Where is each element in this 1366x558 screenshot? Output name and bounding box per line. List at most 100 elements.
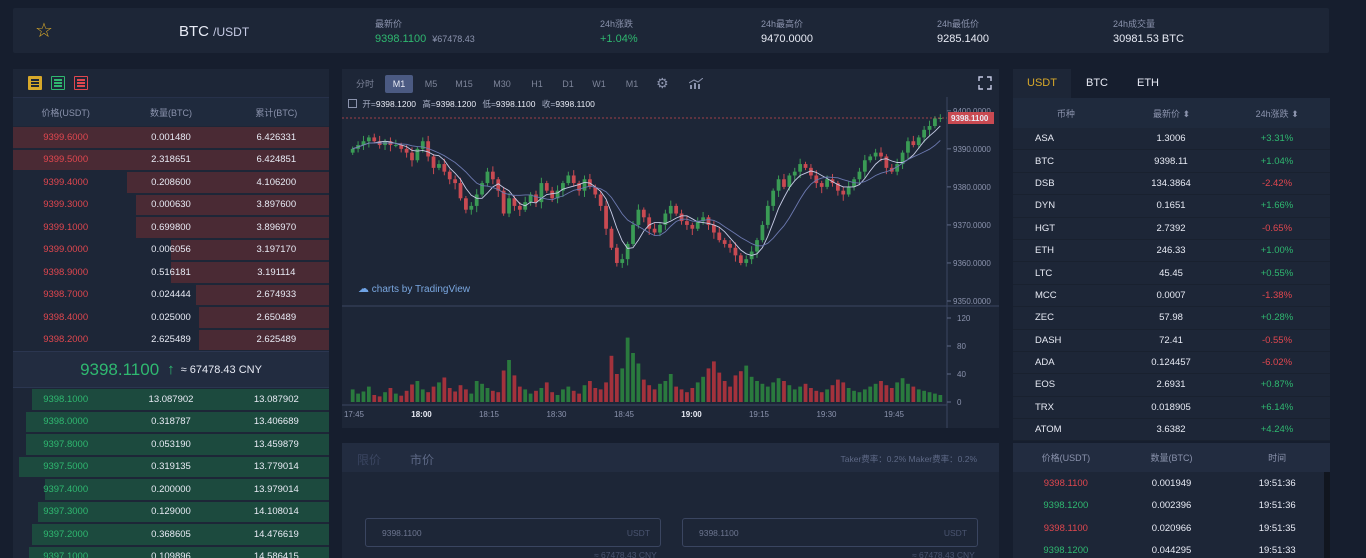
volume-tick-label: 120	[957, 314, 971, 323]
bid-row[interactable]: 9397.1000 0.109896 14.586415	[13, 546, 329, 558]
market-row[interactable]: BTC 9398.11 +1.04%	[1013, 150, 1330, 173]
favorite-star-icon[interactable]: ☆	[35, 20, 53, 42]
time-tick-label: 19:45	[884, 410, 905, 419]
timeframe-7[interactable]: W1	[592, 79, 606, 89]
bid-row[interactable]: 9397.4000 0.200000 13.979014	[13, 478, 329, 501]
candle	[501, 186, 506, 216]
candle	[523, 196, 528, 212]
market-symbol: DASH	[1035, 334, 1062, 346]
market-row[interactable]: HGT 2.7392 -0.65%	[1013, 218, 1330, 240]
sell-price-input[interactable]: 9398.1100 USDT	[682, 518, 978, 547]
candle	[825, 175, 829, 190]
buy-price-input[interactable]: 9398.1100 USDT	[365, 518, 661, 547]
market-row[interactable]: LTC 45.45 +0.55%	[1013, 262, 1330, 285]
tab-limit[interactable]: 限价	[357, 453, 382, 467]
timeframe-4[interactable]: M30	[493, 79, 511, 89]
depth-bar	[25, 434, 329, 455]
ask-row[interactable]: 9398.2000 2.625489 2.625489	[13, 329, 329, 352]
ask-row[interactable]: 9399.1000 0.699800 3.896970	[13, 216, 329, 239]
timeframe-6[interactable]: D1	[562, 79, 574, 89]
tab-btc[interactable]: BTC	[1086, 77, 1108, 89]
timeframe-bar: 分时 M1 M5 M15 M30 H1 D1 W1 M1	[342, 69, 999, 97]
market-row[interactable]: ASA 1.3006 +3.31%	[1013, 128, 1330, 151]
book-both-view-icon[interactable]	[28, 76, 42, 90]
ask-row[interactable]: 9399.3000 0.000630 3.897600	[13, 194, 329, 217]
market-row[interactable]: DYN 0.1651 +1.66%	[1013, 195, 1330, 218]
timeframe-1[interactable]: M1	[385, 75, 413, 93]
candle	[809, 164, 813, 180]
tab-market[interactable]: 市价	[410, 453, 435, 467]
candle-body	[765, 205, 770, 225]
market-row[interactable]: EOS 2.6931 +0.87%	[1013, 374, 1330, 397]
book-bids-view-icon[interactable]	[51, 76, 65, 90]
sort-by-price[interactable]: 最新价 ⬍	[1152, 108, 1191, 119]
tradingview-watermark[interactable]: ☁ charts by TradingView	[358, 283, 470, 295]
sort-by-change[interactable]: 24h涨跌 ⬍	[1255, 108, 1299, 119]
ask-row[interactable]: 9398.9000 0.516181 3.191114	[13, 261, 329, 284]
market-row[interactable]: DSB 134.3864 -2.42%	[1013, 173, 1330, 196]
market-row[interactable]: ADA 0.124457 -6.02%	[1013, 352, 1330, 375]
price-tick-label: 9380.0000	[953, 183, 991, 192]
candle-body	[404, 148, 409, 153]
indicators-icon[interactable]	[688, 77, 704, 95]
candle-body	[916, 137, 921, 146]
ask-row[interactable]: 9399.0000 0.006056 3.197170	[13, 239, 329, 262]
candle	[474, 189, 479, 213]
bid-row[interactable]: 9398.1000 13.087902 13.087902	[13, 388, 329, 411]
bid-row[interactable]: 9397.2000 0.368605 14.476619	[13, 523, 329, 546]
volume-bar	[464, 389, 468, 402]
ask-total: 4.106200	[256, 176, 297, 188]
market-row[interactable]: ZEC 57.98 +0.28%	[1013, 307, 1330, 330]
candle-body	[728, 243, 732, 248]
ask-row[interactable]: 9399.6000 0.001480 6.426331	[13, 126, 329, 149]
ask-row[interactable]: 9399.4000 0.208600 4.106200	[13, 171, 329, 194]
candle-body	[361, 141, 366, 146]
ask-qty: 0.000630	[151, 199, 191, 211]
volume-bar	[350, 389, 355, 402]
candle	[733, 242, 738, 262]
time-tick-label: 18:45	[614, 410, 635, 419]
market-price: 9398.11	[1154, 155, 1188, 167]
ask-row[interactable]: 9399.5000 2.318651 6.424851	[13, 149, 329, 172]
timeframe-8[interactable]: M1	[625, 79, 639, 89]
trades-scrollbar[interactable]	[1324, 472, 1330, 558]
book-asks-view-icon[interactable]	[74, 76, 88, 90]
fullscreen-icon[interactable]	[978, 76, 992, 95]
tab-usdt[interactable]: USDT	[1013, 69, 1071, 98]
timeframe-3[interactable]: M15	[455, 79, 473, 89]
time-tick-label: 18:15	[479, 410, 500, 419]
timeframe-2[interactable]: M5	[424, 79, 438, 89]
tab-eth[interactable]: ETH	[1137, 77, 1159, 89]
candle-body	[906, 141, 910, 153]
volume-bar	[728, 386, 732, 402]
candle	[528, 192, 533, 206]
timeframe-5[interactable]: H1	[531, 79, 543, 89]
candle	[663, 209, 668, 230]
bid-row[interactable]: 9398.0000 0.318787 13.406689	[13, 411, 329, 434]
mid-price-value: 9398.1100	[80, 359, 160, 379]
ask-price: 9399.6000	[43, 131, 89, 143]
candle-body	[453, 179, 458, 184]
bid-row[interactable]: 9397.8000 0.053190 13.459879	[13, 433, 329, 456]
market-row[interactable]: ETH 246.33 +1.00%	[1013, 240, 1330, 263]
trade-price: 9398.1100	[1043, 522, 1088, 534]
candlestick-chart[interactable]: 9400.0000 9390.0000 9380.0000 9370.0000 9360…	[342, 97, 999, 428]
market-row[interactable]: DASH 72.41 -0.55%	[1013, 330, 1330, 352]
ask-row[interactable]: 9398.7000 0.024444 2.674933	[13, 284, 329, 307]
market-row[interactable]: MCC 0.0007 -1.38%	[1013, 285, 1330, 308]
timeframe-0[interactable]: 分时	[355, 79, 374, 89]
market-change: +3.31%	[1260, 133, 1294, 145]
volume-bar	[889, 388, 894, 402]
settings-gear-icon[interactable]: ⚙	[656, 75, 669, 91]
bid-row[interactable]: 9397.5000 0.319135 13.779014	[13, 456, 329, 479]
market-change: -2.42%	[1261, 177, 1293, 189]
bid-row[interactable]: 9397.3000 0.129000 14.108014	[13, 501, 329, 524]
ask-price: 9399.3000	[43, 199, 89, 211]
volume-bar	[906, 383, 910, 402]
price-chart-panel: 分时 M1 M5 M15 M30 H1 D1 W1 M1 ⚙ 开=9398.1200 高=939…	[342, 69, 999, 428]
market-row[interactable]: ATOM 3.6382 +4.24%	[1013, 419, 1330, 442]
candle	[911, 135, 916, 148]
candle	[366, 135, 371, 148]
ask-row[interactable]: 9398.4000 0.025000 2.650489	[13, 306, 329, 329]
market-row[interactable]: TRX 0.018905 +6.14%	[1013, 397, 1330, 420]
